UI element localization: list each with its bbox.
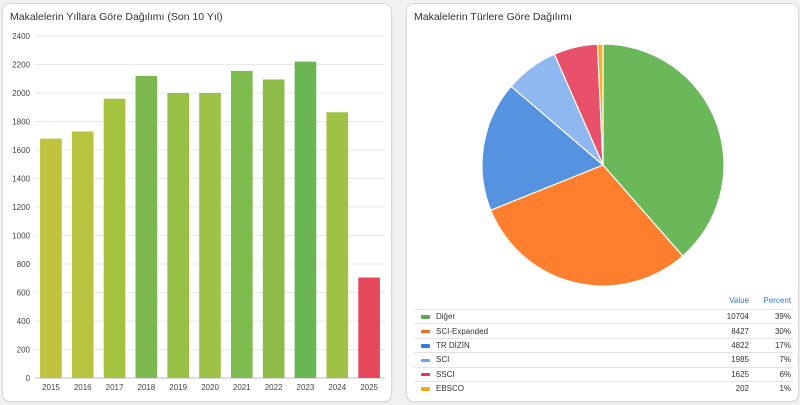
legend-label: SCI-Expanded bbox=[436, 326, 489, 336]
legend-row: SSCI 1625 6% bbox=[414, 366, 793, 382]
legend-swatch bbox=[421, 387, 430, 391]
legend-label-cell: SCI bbox=[414, 352, 697, 368]
legend-value: 1985 bbox=[697, 352, 751, 368]
legend-value: 4822 bbox=[697, 337, 751, 353]
x-tick-label: 2016 bbox=[74, 383, 92, 392]
legend-row: Diğer 10704 39% bbox=[414, 308, 793, 324]
y-tick-label: 800 bbox=[17, 260, 31, 269]
legend-header-value: Value bbox=[729, 295, 749, 305]
x-tick-label: 2024 bbox=[328, 383, 346, 392]
legend-header-percent: Percent bbox=[763, 295, 791, 305]
legend-label: Diğer bbox=[436, 312, 456, 322]
legend-row: TR DİZİN 4822 17% bbox=[414, 337, 793, 353]
legend-percent: 6% bbox=[751, 366, 793, 382]
legend-swatch bbox=[421, 358, 430, 362]
x-tick-label: 2020 bbox=[201, 383, 219, 392]
y-tick-label: 1200 bbox=[12, 203, 30, 212]
x-tick-label: 2021 bbox=[233, 383, 251, 392]
pie-slice bbox=[489, 164, 684, 287]
pie-slice bbox=[602, 43, 725, 257]
legend-label-cell: SCI-Expanded bbox=[414, 323, 697, 339]
pie-chart-title: Makalelerin Türlere Göre Dağılımı bbox=[414, 11, 572, 23]
bar-chart-title: Makalelerin Yıllara Göre Dağılımı (Son 1… bbox=[10, 11, 223, 23]
bar bbox=[40, 138, 62, 378]
pie-slice bbox=[481, 85, 605, 212]
legend-label-cell: TR DİZİN bbox=[414, 337, 697, 353]
legend-swatch bbox=[421, 344, 430, 348]
x-tick-label: 2025 bbox=[360, 383, 378, 392]
legend-row: SCI-Expanded 8427 30% bbox=[414, 323, 793, 339]
y-tick-label: 200 bbox=[17, 346, 31, 355]
legend-label: TR DİZİN bbox=[436, 340, 470, 350]
y-tick-label: 2000 bbox=[12, 89, 30, 98]
legend-percent: 17% bbox=[751, 337, 793, 353]
bar-chart: 0 200 400 600 800 1000 1200 1400 1600 1800 2000 220… bbox=[12, 32, 385, 392]
bar bbox=[294, 61, 317, 379]
legend-percent: 1% bbox=[751, 380, 793, 396]
y-tick-label: 1800 bbox=[12, 118, 30, 127]
legend-label: EBSCO bbox=[436, 384, 465, 394]
legend-value: 202 bbox=[697, 380, 751, 396]
bar bbox=[326, 112, 349, 379]
legend-row: SCI 1985 7% bbox=[414, 352, 793, 368]
pie-legend-table: Value Percent Diğer 10704 39% SCI-Expanded 8… bbox=[414, 294, 793, 396]
legend-label-cell: EBSCO bbox=[414, 380, 697, 396]
legend-label: SCI bbox=[436, 355, 450, 365]
y-tick-label: 1000 bbox=[12, 232, 30, 241]
y-tick-label: 1600 bbox=[12, 146, 30, 155]
bar bbox=[358, 277, 380, 378]
legend-percent: 39% bbox=[751, 308, 793, 324]
legend-swatch bbox=[421, 372, 430, 377]
legend-value: 10704 bbox=[697, 308, 751, 324]
legend-label: SSCI bbox=[436, 369, 455, 379]
legend-value: 8427 bbox=[697, 323, 751, 339]
bar bbox=[262, 79, 285, 379]
pie-chart bbox=[481, 43, 725, 287]
y-tick-label: 1400 bbox=[12, 175, 30, 184]
bar bbox=[71, 131, 94, 378]
bar-chart-panel: Makalelerin Yıllara Göre Dağılımı (Son 1… bbox=[2, 3, 392, 402]
legend-percent: 30% bbox=[751, 323, 793, 339]
legend-swatch bbox=[421, 315, 430, 319]
legend-value: 1625 bbox=[697, 366, 751, 382]
y-tick-label: 0 bbox=[26, 374, 31, 383]
x-tick-label: 2023 bbox=[297, 383, 315, 392]
legend-label-cell: SSCI bbox=[414, 366, 697, 382]
legend-percent: 7% bbox=[751, 352, 793, 368]
bar bbox=[199, 93, 221, 378]
x-tick-label: 2015 bbox=[42, 383, 60, 392]
y-tick-label: 600 bbox=[17, 289, 31, 298]
x-tick-label: 2018 bbox=[137, 383, 155, 392]
x-tick-label: 2017 bbox=[106, 383, 124, 392]
x-tick-label: 2019 bbox=[169, 383, 187, 392]
y-tick-label: 2200 bbox=[12, 61, 30, 70]
y-tick-label: 400 bbox=[17, 317, 31, 326]
bar bbox=[231, 70, 253, 378]
legend-swatch bbox=[421, 329, 430, 334]
y-tick-label: 2400 bbox=[12, 32, 30, 41]
pie-slice bbox=[596, 43, 604, 166]
x-tick-label: 2022 bbox=[265, 383, 283, 392]
pie-chart-panel: Makalelerin Türlere Göre Dağılımı Value … bbox=[406, 3, 799, 402]
bar bbox=[135, 75, 158, 379]
legend-row: EBSCO 202 1% bbox=[414, 380, 793, 396]
legend-header-label bbox=[414, 294, 697, 310]
bar bbox=[103, 98, 126, 378]
legend-label-cell: Diğer bbox=[414, 308, 697, 324]
bar bbox=[167, 93, 189, 378]
